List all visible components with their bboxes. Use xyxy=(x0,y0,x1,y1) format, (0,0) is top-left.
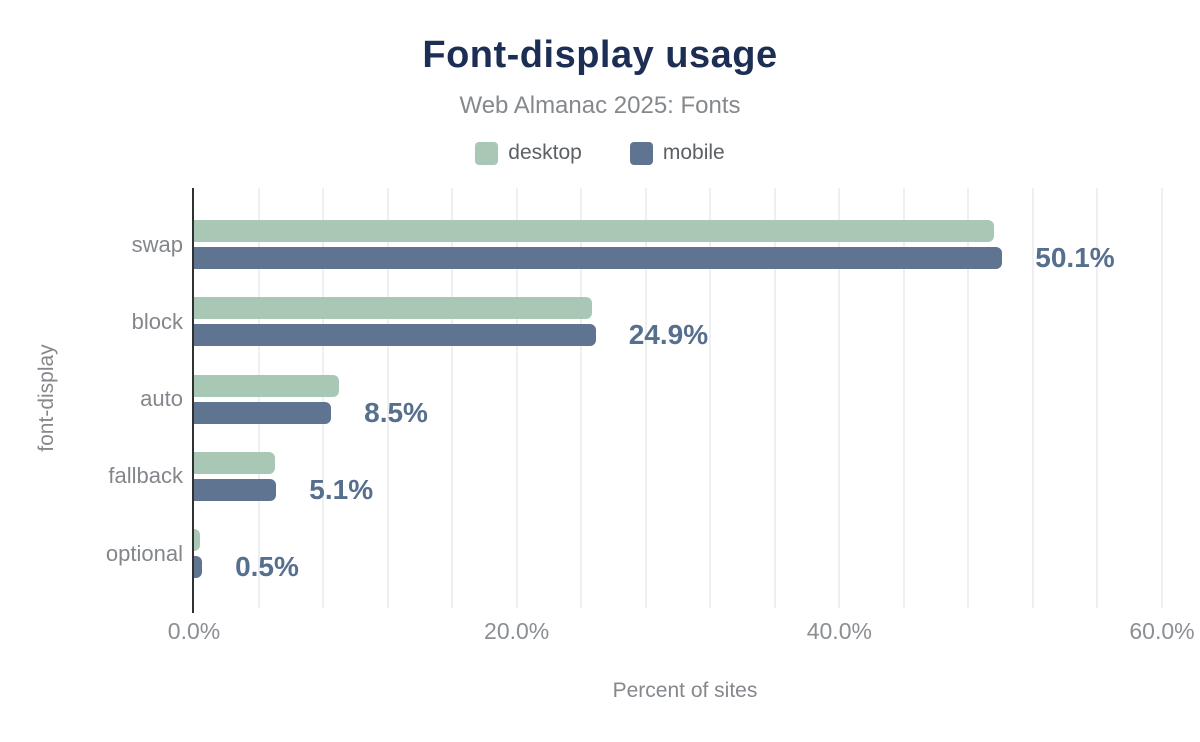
gridline xyxy=(1161,188,1163,608)
value-label-fallback: 5.1% xyxy=(309,473,374,505)
category-label-fallback: fallback xyxy=(108,463,183,489)
desktop-swatch-icon xyxy=(475,141,499,165)
y-axis-line xyxy=(191,188,194,613)
value-label-swap: 50.1% xyxy=(1035,242,1115,273)
gridline xyxy=(257,188,260,608)
bar-desktop-fallback[interactable] xyxy=(194,451,275,474)
gridline xyxy=(1031,188,1034,608)
legend-item-mobile[interactable]: mobile xyxy=(629,141,725,165)
category-label-block: block xyxy=(131,308,183,334)
gridline xyxy=(386,188,389,608)
gridline xyxy=(322,188,325,608)
x-tick-label: 40.0% xyxy=(806,618,872,644)
gridline xyxy=(1096,188,1099,608)
gridline xyxy=(580,188,583,608)
bar-desktop-block[interactable] xyxy=(194,297,593,320)
value-label-block: 24.9% xyxy=(628,319,709,351)
legend-label-desktop: desktop xyxy=(508,141,582,164)
x-tick-label: 0.0% xyxy=(167,618,221,644)
bar-desktop-swap[interactable] xyxy=(194,220,995,242)
gridline xyxy=(838,188,841,608)
mobile-swatch-icon xyxy=(629,141,653,165)
x-tick-label: 60.0% xyxy=(1129,618,1195,644)
legend: desktop mobile xyxy=(0,141,1200,165)
gridline xyxy=(709,188,712,608)
gridline xyxy=(902,188,905,608)
category-label-optional: optional xyxy=(105,540,183,566)
gridline xyxy=(773,188,776,608)
chart-subtitle: Web Almanac 2025: Fonts xyxy=(459,92,741,119)
bar-desktop-auto[interactable] xyxy=(194,374,340,397)
legend-item-desktop[interactable]: desktop xyxy=(475,141,582,165)
category-label-auto: auto xyxy=(140,386,183,411)
gridline xyxy=(515,188,518,608)
category-label-swap: swap xyxy=(131,231,183,257)
bar-mobile-fallback[interactable] xyxy=(194,478,277,501)
bar-mobile-optional[interactable] xyxy=(194,556,203,578)
gridline xyxy=(967,188,970,608)
chart-title: Font-display usage xyxy=(422,34,778,76)
gridline xyxy=(451,188,454,608)
value-label-auto: 8.5% xyxy=(364,396,428,428)
value-label-optional: 0.5% xyxy=(235,551,299,582)
bar-mobile-swap[interactable] xyxy=(194,247,1003,269)
gridline xyxy=(644,188,647,608)
bar-mobile-block[interactable] xyxy=(194,324,596,347)
x-axis-title: Percent of sites xyxy=(612,679,758,702)
legend-label-mobile: mobile xyxy=(662,141,725,164)
bar-mobile-auto[interactable] xyxy=(194,401,332,424)
x-tick-label: 20.0% xyxy=(484,618,550,644)
bar-desktop-optional[interactable] xyxy=(194,529,201,551)
